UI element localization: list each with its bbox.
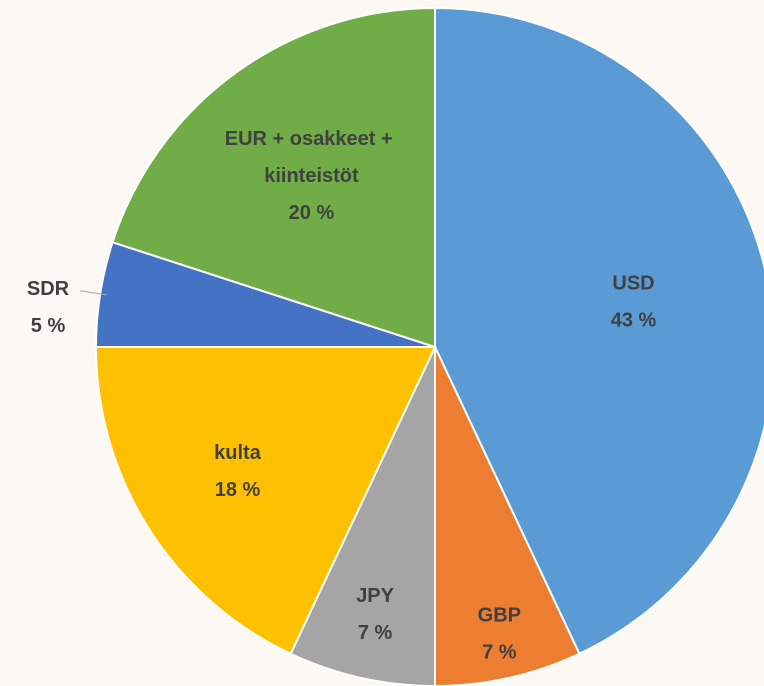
value-label: 7 % xyxy=(482,642,517,664)
value-label: 7 % xyxy=(358,622,393,644)
category-label: kulta xyxy=(214,442,262,464)
category-label: USD xyxy=(612,272,654,294)
value-label: 43 % xyxy=(611,309,657,331)
pie-slice xyxy=(94,346,437,656)
leader-line xyxy=(80,290,107,296)
category-label: GBP xyxy=(478,605,521,627)
pie-slice xyxy=(434,6,764,656)
category-label: SDR xyxy=(27,278,70,300)
value-label: 18 % xyxy=(215,479,261,501)
value-label: 5 % xyxy=(31,315,66,337)
pie-slice xyxy=(111,6,436,349)
category-label: EUR + osakkeet + kiinteistöt xyxy=(225,128,398,187)
value-label: 20 % xyxy=(289,202,335,224)
category-label: JPY xyxy=(356,585,394,607)
